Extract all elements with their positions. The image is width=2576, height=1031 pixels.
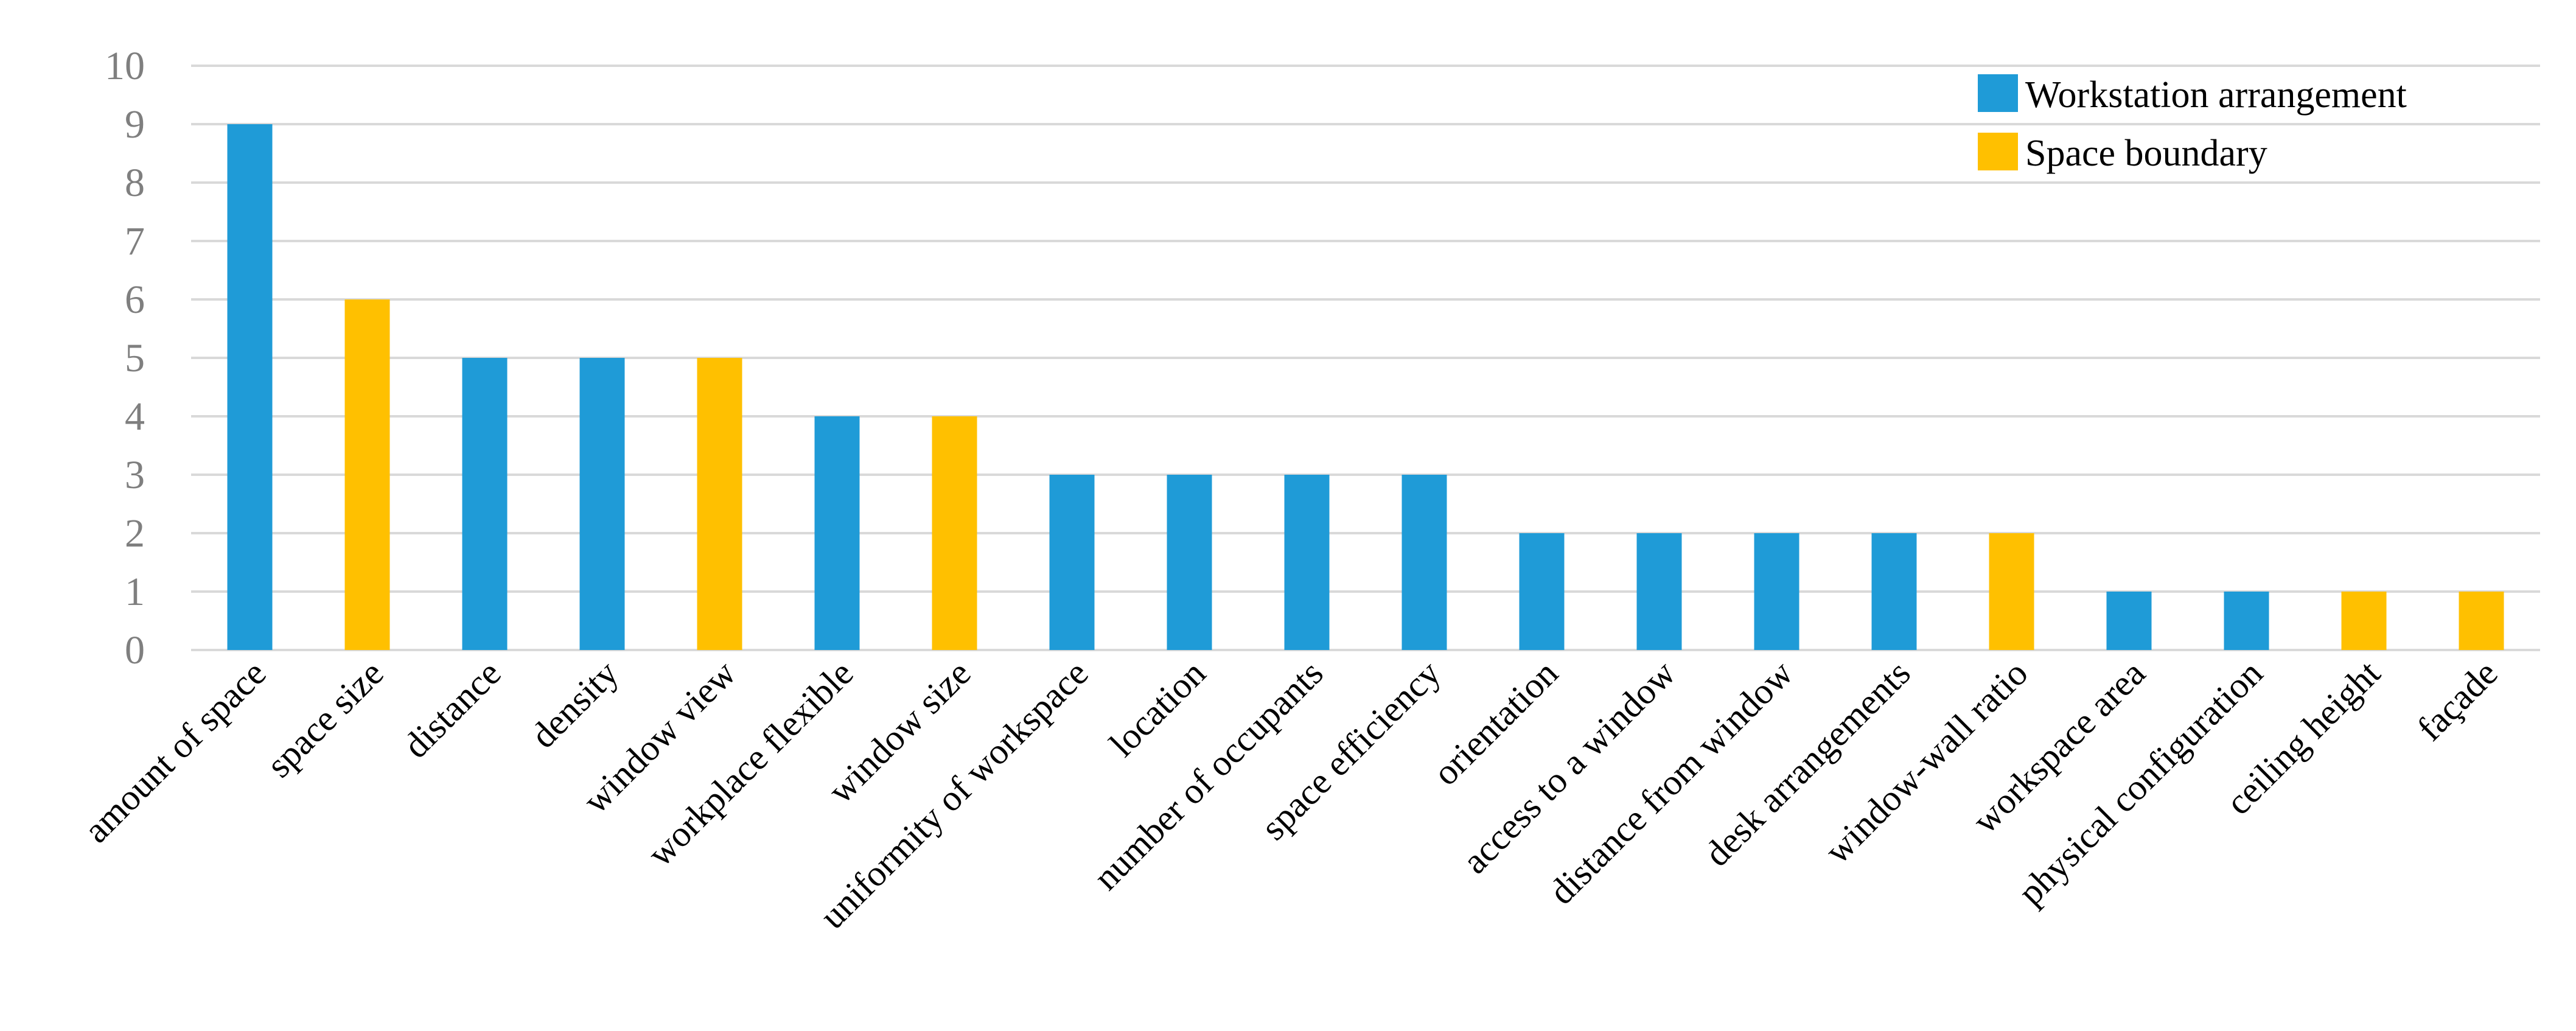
bar [344, 299, 390, 650]
y-axis-ticks: 0 1 2 3 4 5 6 7 8 9 10 [105, 44, 145, 673]
x-tick-label: number of occupants [1086, 653, 1330, 898]
bar [1871, 533, 1917, 650]
x-tick-label: façade [2409, 653, 2505, 749]
y-tick-label: 10 [105, 44, 145, 88]
y-tick-label: 6 [125, 278, 145, 322]
x-tick-label: location [1101, 653, 1213, 764]
bar [1284, 475, 1330, 650]
bar [814, 416, 860, 650]
x-tick-label: access to a window [1454, 652, 1683, 881]
y-tick-label: 2 [125, 511, 145, 556]
bar [2459, 592, 2504, 650]
bar [1049, 475, 1095, 650]
bar [1754, 533, 1799, 650]
y-tick-label: 1 [125, 570, 145, 614]
y-tick-label: 5 [125, 336, 145, 380]
y-tick-label: 4 [125, 394, 145, 439]
legend-label-workstation: Workstation arrangement [2025, 74, 2407, 116]
x-tick-label: window-wall ratio [1817, 653, 2036, 872]
y-tick-label: 3 [125, 453, 145, 497]
x-tick-label: distance [396, 653, 509, 766]
bar [1636, 533, 1682, 650]
legend-swatch-workstation [1978, 74, 2018, 112]
x-tick-label: density [523, 653, 626, 756]
bar [227, 124, 273, 650]
x-tick-label: workplace flexible [640, 653, 861, 875]
bar [2224, 592, 2269, 650]
legend-swatch-space-boundary [1978, 133, 2018, 170]
y-tick-label: 8 [125, 161, 145, 205]
bar [1167, 475, 1212, 650]
bars [227, 124, 2504, 650]
bar [2341, 592, 2387, 650]
bar [932, 416, 977, 650]
bar [1401, 475, 1447, 650]
bar [1519, 533, 1565, 650]
y-tick-label: 9 [125, 102, 145, 147]
x-tick-label: space size [259, 653, 391, 785]
legend-label-space-boundary: Space boundary [2025, 133, 2267, 174]
bar [2106, 592, 2152, 650]
bar [1989, 533, 2034, 650]
y-tick-label: 7 [125, 219, 145, 264]
x-tick-label: desk arrangements [1697, 653, 1918, 875]
legend: Workstation arrangement Space boundary [1978, 74, 2407, 174]
bar [697, 358, 742, 650]
bar [462, 358, 508, 650]
bar [579, 358, 625, 650]
x-tick-label: amount of space [76, 653, 274, 851]
y-tick-label: 0 [125, 628, 145, 673]
